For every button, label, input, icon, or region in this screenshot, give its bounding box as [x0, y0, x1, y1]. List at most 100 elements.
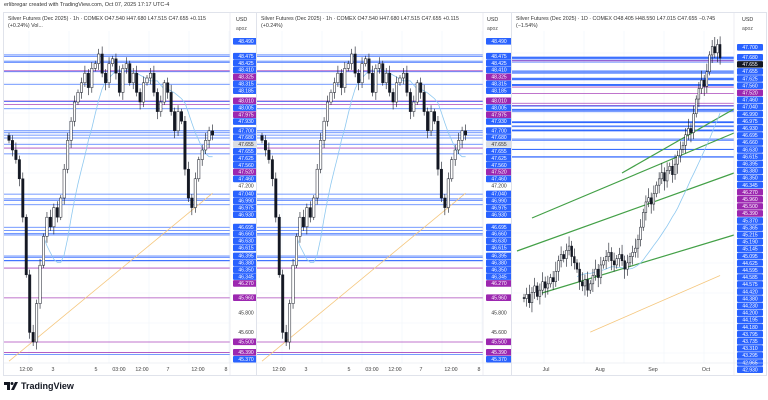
price-level-label: 45.365	[742, 225, 758, 231]
price-label-bg	[233, 190, 258, 198]
candle-body	[591, 275, 595, 285]
price-level-label: 47.655	[742, 69, 758, 75]
price-level-label: 43.795	[742, 332, 758, 338]
candle-body	[583, 279, 587, 287]
price-level-label: 47.930	[491, 119, 507, 125]
unit-label: apoz	[742, 26, 753, 32]
price-label-bg	[233, 252, 258, 260]
price-level-label: 45.500	[238, 340, 254, 346]
candle-body	[398, 77, 402, 84]
price-label-bg	[233, 211, 258, 218]
price-level-label: 46.395	[742, 161, 758, 167]
price-label-bg	[486, 111, 512, 118]
price-label-bg	[486, 175, 512, 183]
price-level-label: 44.380	[742, 296, 758, 302]
currency-label[interactable]: USD	[487, 17, 499, 23]
price-label-bg	[737, 61, 763, 68]
candle-body	[73, 101, 77, 122]
price-level-label: 47.700	[491, 128, 507, 134]
candle-body	[169, 92, 173, 112]
price-level-label: 46.380	[742, 169, 758, 175]
price-label-bg	[486, 168, 512, 176]
currency-label[interactable]: USD	[742, 17, 754, 23]
price-label-bg	[233, 355, 258, 363]
chart-panel-1h-left[interactable]: Silver Futures (Dec 2025) · 1h · COMEX O…	[3, 12, 258, 376]
price-level-label: 46.990	[742, 112, 758, 118]
price-label-bg	[233, 237, 258, 245]
price-level-label: 45.390	[742, 211, 758, 217]
candle-body	[565, 250, 568, 259]
candle-body	[260, 135, 264, 141]
price-level-label: 45.370	[491, 357, 507, 363]
candle-body	[703, 79, 706, 87]
price-label-bg	[737, 359, 763, 366]
time-tick-label: 5	[95, 367, 98, 373]
candle-body	[681, 145, 685, 150]
price-level-label: 45.500	[742, 204, 758, 210]
price-chart: 47.70047.68047.65547.65547.62547.56047.5…	[512, 13, 768, 375]
price-level-label: 48.005	[491, 105, 507, 111]
candle-body	[528, 294, 531, 304]
price-label-bg	[486, 97, 512, 105]
candle-body	[145, 77, 149, 84]
candle-body	[121, 68, 125, 93]
candle-body	[117, 72, 121, 93]
price-label-bg	[737, 96, 763, 104]
candle-body	[419, 82, 423, 93]
candle-body	[692, 113, 695, 133]
candle-body	[190, 197, 194, 208]
price-level-label: 47.655	[742, 62, 758, 68]
symbol-legend[interactable]: Silver Futures (Dec 2025) · 1h · COMEX O…	[8, 16, 206, 29]
tradingview-logo[interactable]: TradingView	[4, 381, 74, 391]
price-level-label: 43.295	[742, 353, 758, 359]
price-label-bg	[233, 127, 258, 134]
candle-body	[339, 72, 343, 88]
candle-body	[370, 72, 374, 93]
time-tick-label: 12:00	[388, 367, 401, 373]
price-level-label: 46.380	[491, 260, 507, 266]
candle-body	[381, 63, 385, 84]
candle-body	[48, 216, 52, 228]
candle-body	[173, 111, 177, 132]
price-label-bg	[233, 204, 258, 212]
price-label-bg	[486, 355, 512, 363]
price-level-label: 46.615	[491, 245, 507, 251]
candle-body	[21, 178, 25, 218]
currency-label[interactable]: USD	[236, 17, 248, 23]
price-label-bg	[233, 80, 258, 88]
chart-panel-1d-right[interactable]: Silver Futures (Dec 2025) · 1D · COMEX O…	[511, 12, 768, 376]
candle-body	[443, 197, 447, 208]
price-level-label: 46.695	[238, 225, 254, 231]
candle-body	[204, 140, 208, 151]
symbol-legend[interactable]: Silver Futures (Dec 2025) · 1h · COMEX O…	[261, 16, 459, 29]
price-label-bg	[737, 44, 763, 51]
price-label-bg	[486, 52, 512, 60]
candle-body	[35, 303, 39, 343]
price-level-label: 46.270	[238, 281, 254, 287]
candle-body	[176, 111, 180, 132]
price-label-bg	[486, 338, 512, 346]
time-tick-label: Jul	[543, 367, 550, 373]
candle-body	[193, 178, 197, 208]
candle-body	[554, 271, 557, 283]
price-level-label: 47.655	[238, 149, 254, 155]
price-label-bg	[486, 148, 512, 155]
price-label-bg	[737, 309, 763, 317]
candle-body	[604, 256, 608, 262]
price-label-bg	[233, 73, 258, 81]
candle-body	[538, 289, 542, 297]
price-label-bg	[486, 154, 512, 162]
chart-panel-1h-middle[interactable]: Silver Futures (Dec 2025) · 1h · COMEX O…	[256, 12, 513, 376]
time-tick-label: 12:00	[272, 367, 285, 373]
price-label-bg	[486, 104, 512, 112]
symbol-legend[interactable]: Silver Futures (Dec 2025) · 1D · COMEX O…	[516, 16, 716, 29]
price-label-bg	[486, 190, 512, 198]
price-label-bg	[486, 280, 512, 287]
price-level-label: 48.325	[491, 75, 507, 81]
candle-body	[612, 260, 616, 266]
price-level-label: 47.625	[742, 76, 758, 82]
candle-body	[650, 197, 653, 205]
candle-body	[581, 281, 584, 287]
candle-body	[391, 92, 395, 103]
price-level-label: 46.990	[238, 199, 254, 205]
